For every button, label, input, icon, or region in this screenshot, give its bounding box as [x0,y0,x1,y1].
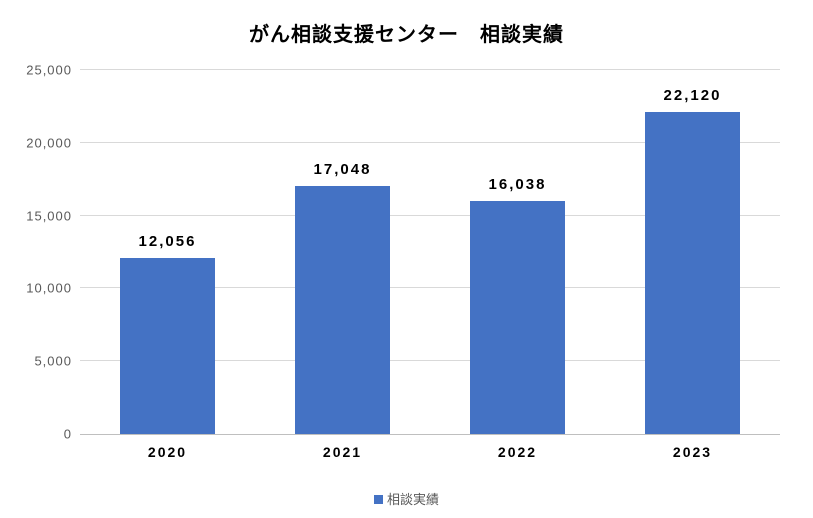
bar-slot: 17,0482021 [255,70,430,434]
chart-title: がん相談支援センター 相談実績 [0,0,813,47]
x-tick-label: 2021 [323,444,362,460]
bar-value-label: 22,120 [664,87,722,104]
legend-label: 相談実績 [387,492,439,507]
bar-slot: 16,0382022 [430,70,605,434]
y-tick-label: 0 [64,427,72,442]
y-tick-label: 20,000 [26,135,72,150]
legend-swatch [374,495,383,504]
y-tick-label: 10,000 [26,281,72,296]
y-tick-label: 5,000 [34,354,72,369]
y-tick-label: 15,000 [26,208,72,223]
bar: 17,048 [295,186,390,434]
x-tick-label: 2023 [673,444,712,460]
bar-value-label: 12,056 [139,233,197,250]
bar: 16,038 [470,201,565,435]
plot-area: 12,056202017,048202116,038202222,1202023… [80,70,780,435]
legend: 相談実績 [0,489,813,508]
bar-value-label: 17,048 [314,161,372,178]
bar: 22,120 [645,112,740,434]
bar-value-label: 16,038 [489,176,547,193]
bar: 12,056 [120,258,215,434]
bar-slot: 12,0562020 [80,70,255,434]
y-tick-label: 25,000 [26,63,72,78]
x-tick-label: 2022 [498,444,537,460]
chart-container: がん相談支援センター 相談実績 12,056202017,048202116,0… [0,0,813,518]
x-tick-label: 2020 [148,444,187,460]
bars-group: 12,056202017,048202116,038202222,1202023 [80,70,780,434]
bar-slot: 22,1202023 [605,70,780,434]
